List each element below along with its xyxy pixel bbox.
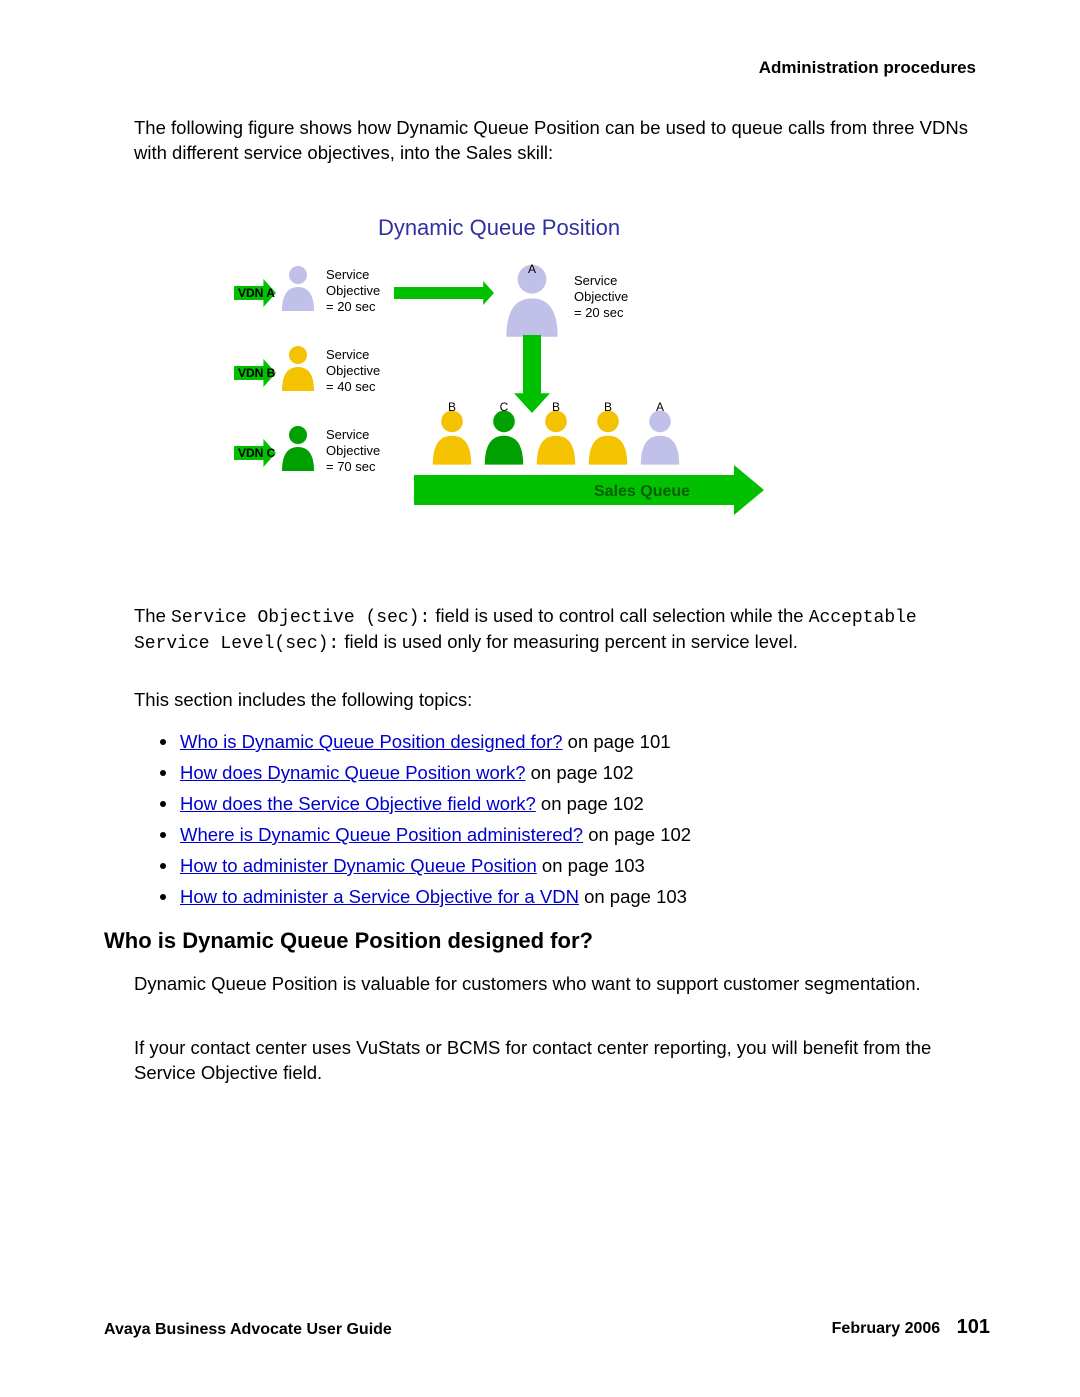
svg-text:= 20 sec: = 20 sec [574, 305, 624, 320]
svg-text:= 70 sec: = 70 sec [326, 459, 376, 474]
paragraph-segmentation: Dynamic Queue Position is valuable for c… [134, 972, 974, 997]
diagram-svg: VDN AServiceObjective= 20 secVDN BServic… [234, 253, 764, 533]
toc-link[interactable]: How does the Service Objective field wor… [180, 793, 536, 814]
intro-paragraph: The following figure shows how Dynamic Q… [134, 116, 974, 166]
svg-text:VDN B: VDN B [238, 366, 276, 380]
svg-text:Service: Service [326, 347, 369, 362]
toc-suffix: on page 103 [579, 886, 687, 907]
text: field is used to control call selection … [430, 605, 808, 626]
svg-text:A: A [656, 400, 664, 414]
toc-item: How to administer a Service Objective fo… [160, 886, 960, 908]
toc-suffix: on page 101 [563, 731, 671, 752]
header-section: Administration procedures [759, 58, 976, 78]
svg-text:VDN A: VDN A [238, 286, 275, 300]
diagram: Dynamic Queue Position VDN AServiceObjec… [234, 215, 764, 525]
toc-item: How does the Service Objective field wor… [160, 793, 960, 815]
svg-text:Objective: Objective [326, 363, 380, 378]
footer-date: February 2006 [832, 1320, 941, 1337]
toc-suffix: on page 102 [583, 824, 691, 845]
svg-text:C: C [500, 400, 509, 414]
toc-suffix: on page 102 [536, 793, 644, 814]
text: field is used only for measuring percent… [339, 631, 798, 652]
code-service-objective: Service Objective (sec): [171, 608, 430, 628]
toc-suffix: on page 102 [526, 762, 634, 783]
svg-text:= 20 sec: = 20 sec [326, 299, 376, 314]
svg-text:Objective: Objective [574, 289, 628, 304]
footer-guide-title: Avaya Business Advocate User Guide [104, 1321, 392, 1338]
svg-text:VDN C: VDN C [238, 446, 276, 460]
svg-text:Service: Service [326, 427, 369, 442]
service-objective-paragraph: The Service Objective (sec): field is us… [134, 604, 974, 657]
toc-list: Who is Dynamic Queue Position designed f… [160, 722, 960, 917]
svg-text:Service: Service [326, 267, 369, 282]
svg-text:Objective: Objective [326, 283, 380, 298]
topics-intro: This section includes the following topi… [134, 688, 974, 713]
svg-text:Objective: Objective [326, 443, 380, 458]
footer-page-number: 101 [957, 1316, 990, 1338]
toc-item: How does Dynamic Queue Position work? on… [160, 762, 960, 784]
toc-link[interactable]: Where is Dynamic Queue Position administ… [180, 824, 583, 845]
footer: Avaya Business Advocate User Guide Febru… [104, 1321, 990, 1339]
toc-link[interactable]: How to administer Dynamic Queue Position [180, 855, 537, 876]
toc-item: How to administer Dynamic Queue Position… [160, 855, 960, 877]
svg-text:B: B [604, 400, 612, 414]
toc-link[interactable]: Who is Dynamic Queue Position designed f… [180, 731, 563, 752]
toc-link[interactable]: How to administer a Service Objective fo… [180, 886, 579, 907]
svg-text:A: A [528, 262, 536, 276]
toc-item: Where is Dynamic Queue Position administ… [160, 824, 960, 846]
svg-text:B: B [552, 400, 560, 414]
section-heading: Who is Dynamic Queue Position designed f… [104, 928, 593, 954]
diagram-title: Dynamic Queue Position [234, 215, 764, 241]
toc-item: Who is Dynamic Queue Position designed f… [160, 731, 960, 753]
toc-link[interactable]: How does Dynamic Queue Position work? [180, 762, 526, 783]
svg-text:Service: Service [574, 273, 617, 288]
toc-suffix: on page 103 [537, 855, 645, 876]
text: The [134, 605, 171, 626]
svg-text:Sales Queue: Sales Queue [594, 483, 690, 500]
svg-text:= 40 sec: = 40 sec [326, 379, 376, 394]
paragraph-vustats: If your contact center uses VuStats or B… [134, 1036, 974, 1086]
svg-text:B: B [448, 400, 456, 414]
